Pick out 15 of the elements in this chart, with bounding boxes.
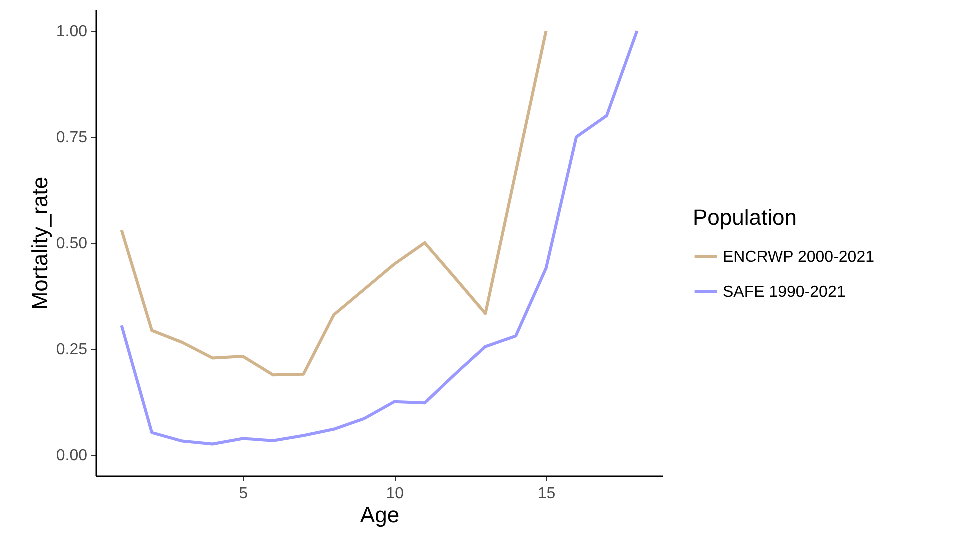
line-series bbox=[120, 30, 548, 377]
x-axis-title: Age bbox=[360, 502, 400, 528]
line-series bbox=[120, 30, 639, 446]
legend-label: ENCRWP 2000-2021 bbox=[723, 249, 875, 266]
x-tick-label: 15 bbox=[538, 486, 556, 502]
y-tick-label: 0.00 bbox=[56, 447, 88, 464]
legend-title: Population bbox=[693, 205, 797, 230]
y-tick-label: 1.00 bbox=[56, 24, 88, 41]
x-tick-label: 5 bbox=[239, 486, 248, 502]
x-tick-label: 10 bbox=[386, 486, 404, 502]
y-tick-label: 0.75 bbox=[56, 130, 88, 147]
y-tick-label: 0.50 bbox=[56, 236, 88, 252]
legend-label: SAFE 1990-2021 bbox=[723, 284, 846, 301]
y-tick-label: 0.25 bbox=[56, 341, 88, 358]
y-axis-title: Mortality_rate bbox=[27, 176, 52, 310]
